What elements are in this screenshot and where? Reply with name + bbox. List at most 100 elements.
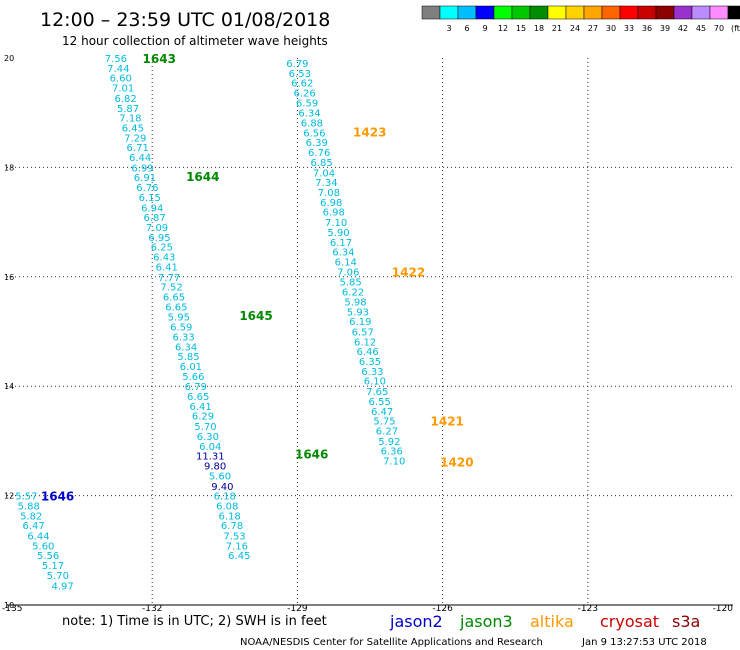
data-point: 6.95 bbox=[148, 233, 170, 244]
data-point: 5.60 bbox=[32, 541, 54, 552]
data-point: 6.35 bbox=[359, 357, 381, 368]
data-point: 7.04 bbox=[313, 168, 335, 179]
data-point: 7.29 bbox=[124, 133, 146, 144]
colorbar-label: 33 bbox=[624, 24, 634, 33]
data-point: 6.71 bbox=[127, 143, 149, 154]
colorbar-label: 27 bbox=[588, 24, 598, 33]
colorbar-swatch bbox=[457, 5, 477, 20]
data-point: 6.29 bbox=[192, 412, 214, 423]
colorbar-label: 45 bbox=[696, 24, 706, 33]
y-axis-ticks: 10 12 14 16 18 20 bbox=[4, 54, 14, 610]
data-point: 5.60 bbox=[209, 471, 231, 482]
data-point: 6.36 bbox=[381, 447, 403, 458]
satellite-legend-item: altika bbox=[530, 612, 574, 631]
data-point: 6.30 bbox=[197, 432, 219, 443]
data-point: 6.15 bbox=[139, 193, 161, 204]
data-point: 6.44 bbox=[27, 532, 49, 543]
x-axis-ticks: -135 -132 -129 -126 -123 -120 bbox=[2, 604, 733, 614]
data-point: 6.53 bbox=[289, 69, 311, 80]
y-tick-label: 10 bbox=[4, 601, 14, 610]
data-point: 7.65 bbox=[366, 387, 388, 398]
colorbar-label: 36 bbox=[642, 24, 652, 33]
data-point: 6.18 bbox=[219, 511, 241, 522]
colorbar-swatch bbox=[421, 5, 441, 20]
colorbar-swatch bbox=[655, 5, 675, 20]
colorbar-swatch bbox=[709, 5, 729, 20]
data-point: 6.78 bbox=[221, 521, 243, 532]
data-point: 6.33 bbox=[361, 367, 383, 378]
data-point: 11.31 bbox=[196, 452, 225, 463]
colorbar-swatch bbox=[727, 5, 740, 20]
data-point: 5.70 bbox=[47, 571, 69, 582]
data-point: 6.87 bbox=[143, 213, 165, 224]
data-point: 6.65 bbox=[187, 392, 209, 403]
data-point: 6.65 bbox=[165, 302, 187, 313]
x-tick-label: -129 bbox=[287, 604, 308, 614]
data-point: 7.10 bbox=[325, 218, 347, 229]
data-point: 7.16 bbox=[226, 541, 248, 552]
colorbar-label: 70 bbox=[714, 24, 724, 33]
pass-annotations: 1643 1644 1645 1646 1646 1423 1422 1421 1420 bbox=[41, 52, 474, 504]
data-point: 5.56 bbox=[37, 551, 59, 562]
data-point: 5.75 bbox=[373, 417, 395, 428]
data-point: 7.06 bbox=[337, 267, 359, 278]
data-point: 7.44 bbox=[107, 64, 129, 75]
data-point: 5.90 bbox=[327, 228, 349, 239]
data-point: 6.47 bbox=[371, 407, 393, 418]
data-point: 6.08 bbox=[216, 501, 238, 512]
data-point: 6.91 bbox=[134, 173, 156, 184]
data-point: 6.45 bbox=[122, 123, 144, 134]
data-point: 5.57 bbox=[15, 492, 37, 503]
data-point: 6.04 bbox=[199, 442, 221, 453]
pass-label: 1420 bbox=[440, 456, 473, 470]
data-point: 6.26 bbox=[294, 88, 316, 99]
data-points: 7.567.446.607.016.825.877.186.457.296.71… bbox=[15, 54, 405, 592]
data-point: 6.98 bbox=[320, 198, 342, 209]
footer-credit: NOAA/NESDIS Center for Satellite Applica… bbox=[240, 637, 543, 648]
data-point: 6.34 bbox=[332, 248, 354, 259]
data-point: 5.95 bbox=[168, 313, 190, 324]
pass-label: 1645 bbox=[239, 309, 272, 323]
pass-label: 1421 bbox=[431, 415, 464, 429]
colorbar-label: 3 bbox=[446, 24, 451, 33]
colorbar-swatch bbox=[601, 5, 621, 20]
data-point: 7.08 bbox=[318, 188, 340, 199]
colorbar-swatch bbox=[565, 5, 585, 20]
data-point: 6.99 bbox=[131, 163, 153, 174]
x-tick-label: -123 bbox=[578, 604, 598, 614]
data-point: 7.01 bbox=[112, 84, 134, 95]
data-point: 7.18 bbox=[119, 114, 141, 125]
colorbar-swatch bbox=[691, 5, 711, 20]
data-point: 6.39 bbox=[306, 138, 328, 149]
data-point: 6.33 bbox=[173, 332, 195, 343]
data-point: 6.44 bbox=[129, 153, 151, 164]
data-point: 6.34 bbox=[175, 342, 197, 353]
data-point: 6.59 bbox=[170, 323, 192, 334]
data-point: 6.34 bbox=[298, 109, 320, 120]
satellite-legend-item: cryosat bbox=[600, 612, 659, 631]
y-tick-label: 12 bbox=[4, 492, 14, 501]
satellite-legend: jason2 jason3 altika cryosat s3a bbox=[389, 612, 700, 631]
data-point: 5.85 bbox=[340, 278, 362, 289]
data-point: 5.70 bbox=[194, 422, 216, 433]
data-point: 6.47 bbox=[22, 521, 44, 532]
data-point: 6.98 bbox=[323, 208, 345, 219]
data-point: 6.25 bbox=[151, 243, 173, 254]
data-point: 6.19 bbox=[349, 317, 371, 328]
colorbar-label: 21 bbox=[552, 24, 562, 33]
data-point: 7.09 bbox=[146, 223, 168, 234]
colorbar-label: 12 bbox=[498, 24, 508, 33]
data-point: 6.12 bbox=[354, 337, 376, 348]
y-tick-label: 20 bbox=[4, 54, 14, 63]
data-point: 4.97 bbox=[52, 581, 74, 592]
data-point: 6.10 bbox=[364, 377, 386, 388]
x-tick-label: -120 bbox=[713, 604, 734, 614]
data-point: 5.88 bbox=[18, 501, 40, 512]
colorbar-swatch bbox=[493, 5, 513, 20]
colorbar-swatch bbox=[529, 5, 549, 20]
data-point: 7.56 bbox=[105, 54, 127, 65]
data-point: 5.85 bbox=[177, 352, 199, 363]
data-point: 6.62 bbox=[291, 79, 313, 90]
